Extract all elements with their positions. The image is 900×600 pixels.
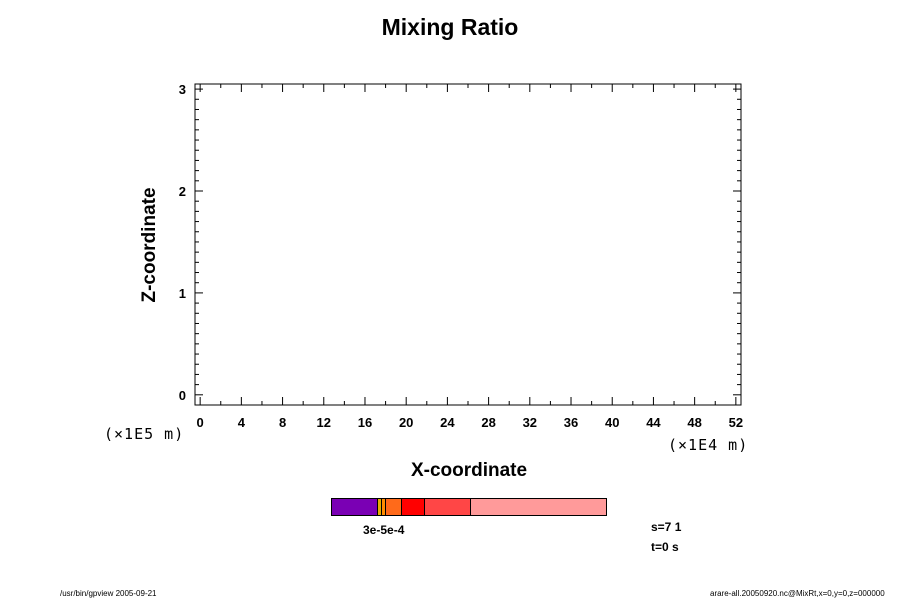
step-indicator: s=7 1 <box>651 520 682 534</box>
x-tick-label: 36 <box>564 415 578 430</box>
x-tick-label: 28 <box>481 415 495 430</box>
colorbar-tick-label: 3e-5e-4 <box>363 523 405 537</box>
x-axis-multiplier: (×1E4 m) <box>668 436 749 454</box>
footer-source: arare-all.20050920.nc@MixRt,x=0,y=0,z=00… <box>710 589 885 598</box>
x-tick-label: 52 <box>729 415 743 430</box>
colorbar-segment <box>377 499 381 515</box>
x-tick-label: 48 <box>687 415 701 430</box>
colorbar-segment <box>470 499 607 515</box>
colorbar-segment <box>384 499 401 515</box>
x-tick-label: 8 <box>279 415 286 430</box>
x-tick-label: 20 <box>399 415 413 430</box>
plot-frame <box>194 83 742 406</box>
colorbar-segment <box>400 499 425 515</box>
y-tick-label: 0 <box>179 388 186 403</box>
footer-command: /usr/bin/gpview 2005-09-21 <box>60 589 157 598</box>
y-axis-label: Z-coordinate <box>139 187 160 303</box>
y-tick-label: 1 <box>179 286 186 301</box>
x-tick-label: 0 <box>197 415 204 430</box>
y-axis-multiplier: (×1E5 m) <box>104 425 185 443</box>
y-tick-label: 3 <box>179 82 186 97</box>
x-tick-label: 40 <box>605 415 619 430</box>
colorbar <box>331 498 607 516</box>
colorbar-segment <box>380 499 385 515</box>
y-tick-label: 2 <box>179 184 186 199</box>
x-axis-label: X-coordinate <box>410 460 528 481</box>
colorbar-segment <box>424 499 471 515</box>
x-tick-label: 4 <box>238 415 246 430</box>
chart-title: Mixing Ratio <box>381 14 519 40</box>
colorbar-segment <box>332 499 377 515</box>
x-tick-label: 12 <box>317 415 331 430</box>
x-tick-label: 44 <box>646 415 661 430</box>
x-tick-label: 32 <box>523 415 537 430</box>
x-tick-label: 16 <box>358 415 372 430</box>
x-tick-label: 24 <box>440 415 455 430</box>
time-indicator: t=0 s <box>651 540 679 554</box>
